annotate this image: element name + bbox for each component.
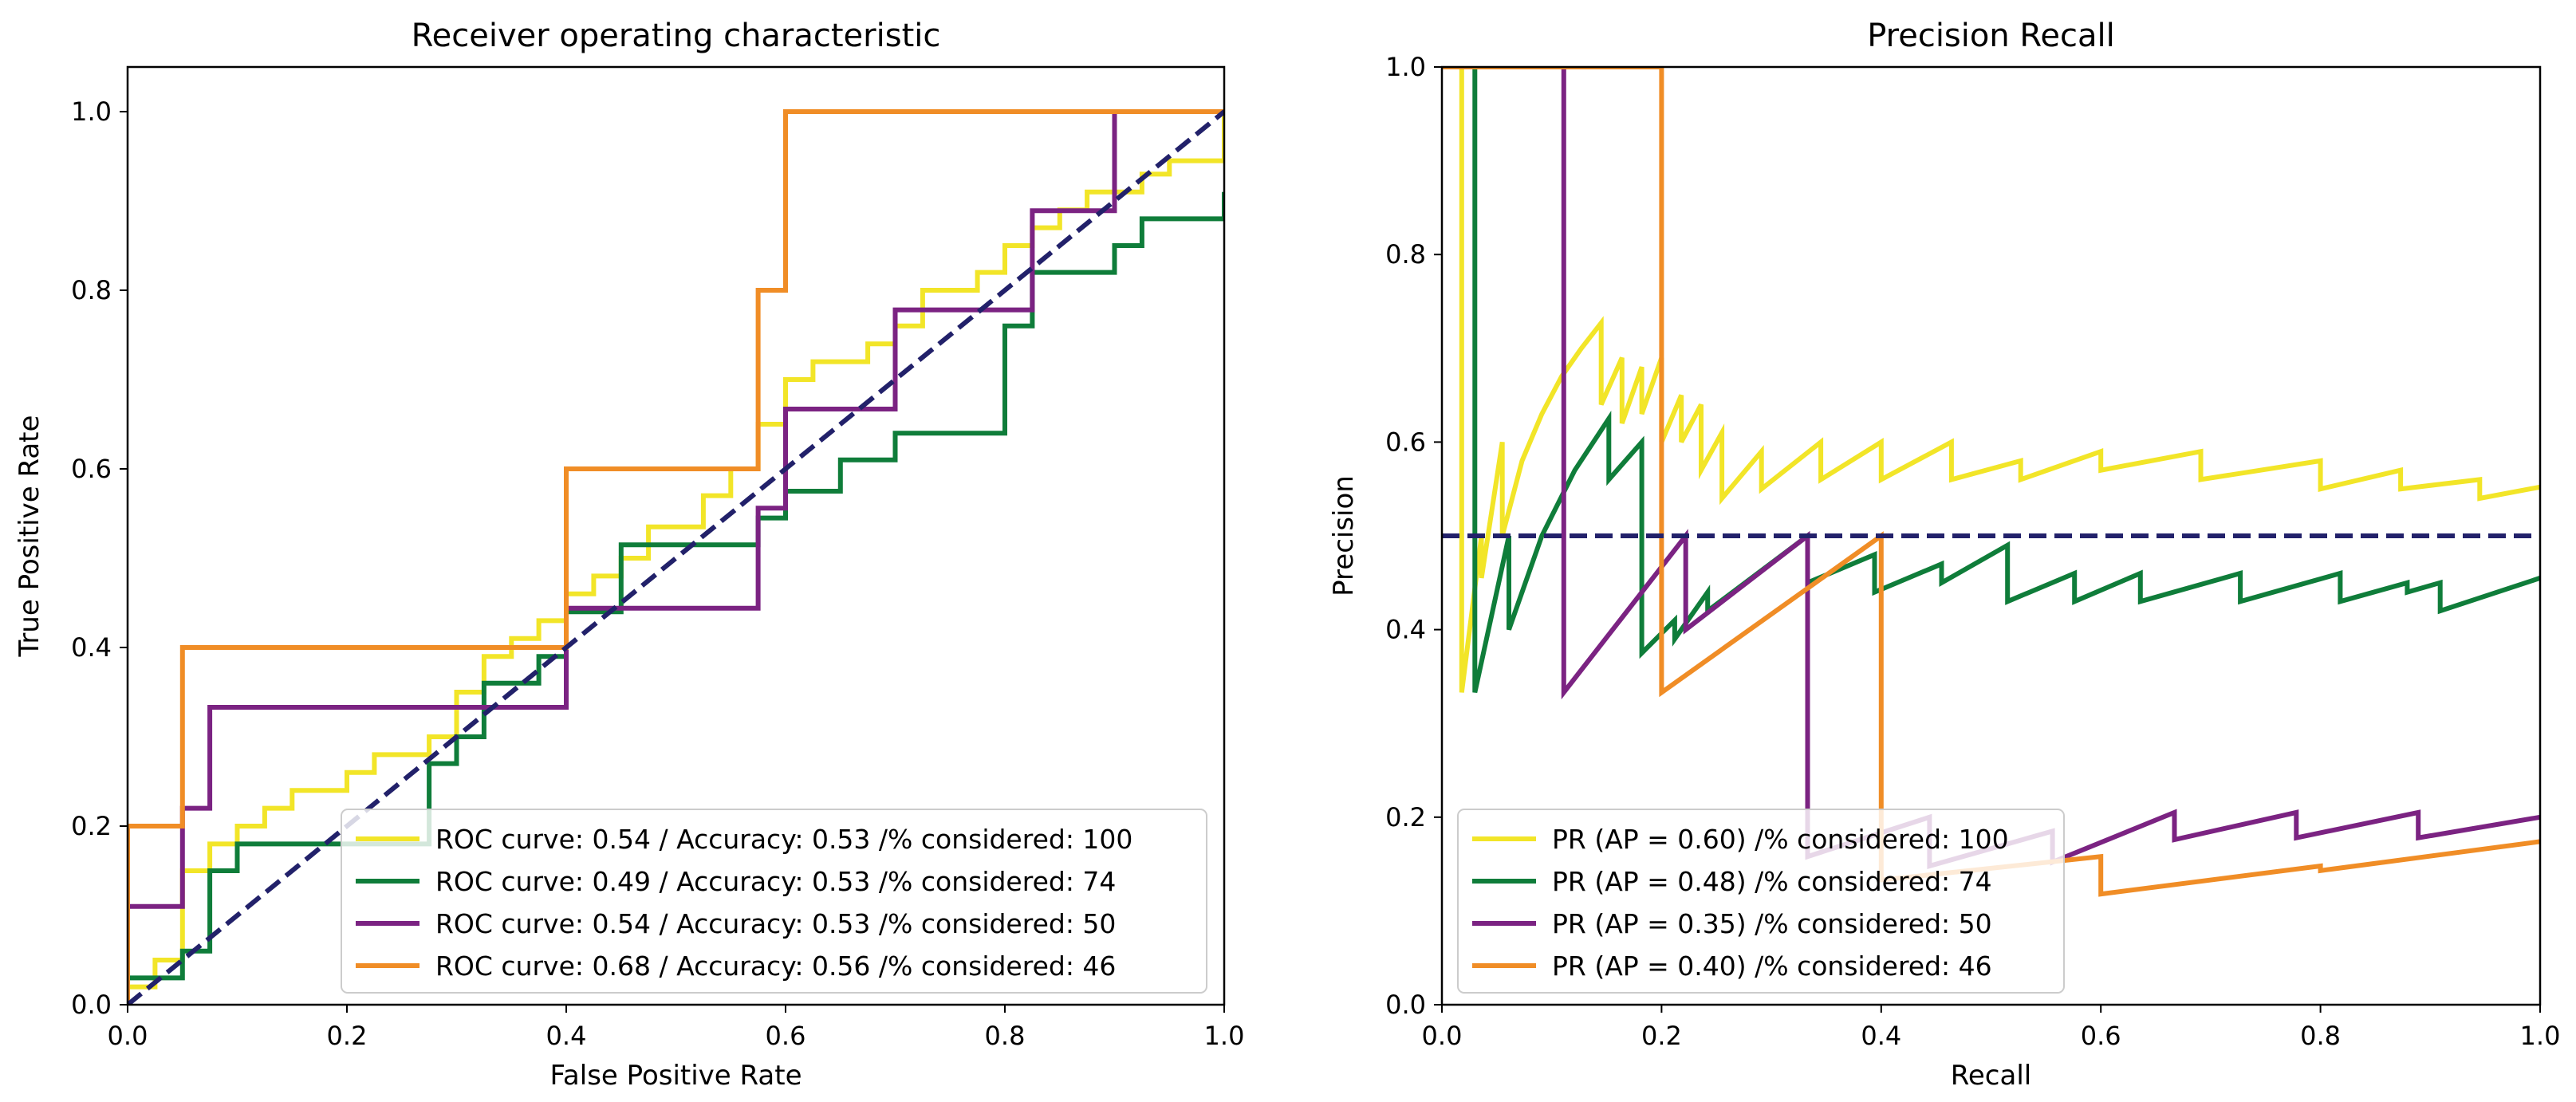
reference-line [128, 109, 1224, 1005]
legend-label: PR (AP = 0.40) /% considered: 46 [1552, 950, 1992, 982]
x-tick-label: 0.2 [327, 1021, 368, 1051]
x-tick-label: 1.0 [1204, 1021, 1245, 1051]
x-tick-label: 0.6 [2081, 1021, 2121, 1051]
y-tick-label: 0.4 [71, 632, 112, 663]
legend-label: PR (AP = 0.60) /% considered: 100 [1552, 824, 2009, 855]
series-line-2 [1472, 67, 2540, 694]
x-tick-label: 0.6 [766, 1021, 806, 1051]
legend-box [1457, 809, 2065, 994]
x-tick-label: 0.2 [1641, 1021, 1682, 1051]
chart-panel-1: 0.0 0.2 0.4 0.6 0.8 1.0 0.0 0.2 0.4 0.6 0.8 1.0 Rece… [14, 18, 1244, 1092]
x-tick-label: 0.0 [108, 1021, 148, 1051]
y-tick-label: 0.4 [1385, 615, 1426, 645]
y-tick-label: 0.2 [71, 811, 112, 841]
chart-title: Precision Recall [1867, 18, 2115, 54]
y-tick-label: 0.6 [1385, 427, 1426, 457]
y-axis-label: Precision [1328, 475, 1360, 596]
x-tick-label: 0.0 [1422, 1021, 1463, 1051]
x-tick-label: 0.8 [2300, 1021, 2341, 1051]
y-axis-label: True Positive Rate [14, 415, 45, 658]
x-tick-label: 0.4 [546, 1021, 587, 1051]
y-tick-label: 0.6 [71, 454, 112, 484]
series-line-1 [1459, 67, 2540, 693]
axes-frame [126, 65, 1226, 1006]
legend-label: PR (AP = 0.35) /% considered: 50 [1552, 908, 1992, 939]
legend-label: ROC curve: 0.49 / Accuracy: 0.53 /% cons… [435, 866, 1116, 897]
y-tick-label: 0.8 [71, 275, 112, 305]
legend-label: ROC curve: 0.54 / Accuracy: 0.53 /% cons… [435, 908, 1116, 939]
series-line-4 [128, 109, 1224, 1005]
axes-frame [1440, 65, 2542, 1006]
y-tick-label: 0.0 [1385, 990, 1426, 1020]
y-tick-label: 0.2 [1385, 802, 1426, 832]
y-tick-label: 0.8 [1385, 239, 1426, 270]
legend: ROC curve: 0.54 / Accuracy: 0.53 /% cons… [341, 809, 1207, 994]
y-tick-label: 1.0 [1385, 52, 1426, 82]
x-axis-label: False Positive Rate [550, 1060, 802, 1092]
legend: PR (AP = 0.60) /% considered: 100 PR (AP … [1457, 809, 2065, 994]
y-tick-label: 1.0 [71, 96, 112, 127]
x-tick-label: 0.8 [985, 1021, 1026, 1051]
legend-label: PR (AP = 0.48) /% considered: 74 [1552, 866, 1992, 897]
series-line-1 [128, 112, 1224, 1005]
chart-title: Receiver operating characteristic [412, 18, 941, 54]
y-tick-label: 0.0 [71, 990, 112, 1020]
legend-label: ROC curve: 0.54 / Accuracy: 0.53 /% cons… [435, 824, 1132, 855]
chart-panel-2: 0.0 0.2 0.4 0.6 0.8 1.0 0.0 0.2 0.4 0.6 0.8 1.0 Prec… [1328, 18, 2560, 1092]
legend-label: ROC curve: 0.68 / Accuracy: 0.56 /% cons… [435, 950, 1116, 982]
x-tick-label: 0.4 [1861, 1021, 1901, 1051]
x-tick-label: 1.0 [2520, 1021, 2561, 1051]
legend-box [341, 809, 1207, 994]
x-axis-label: Recall [1951, 1060, 2031, 1092]
